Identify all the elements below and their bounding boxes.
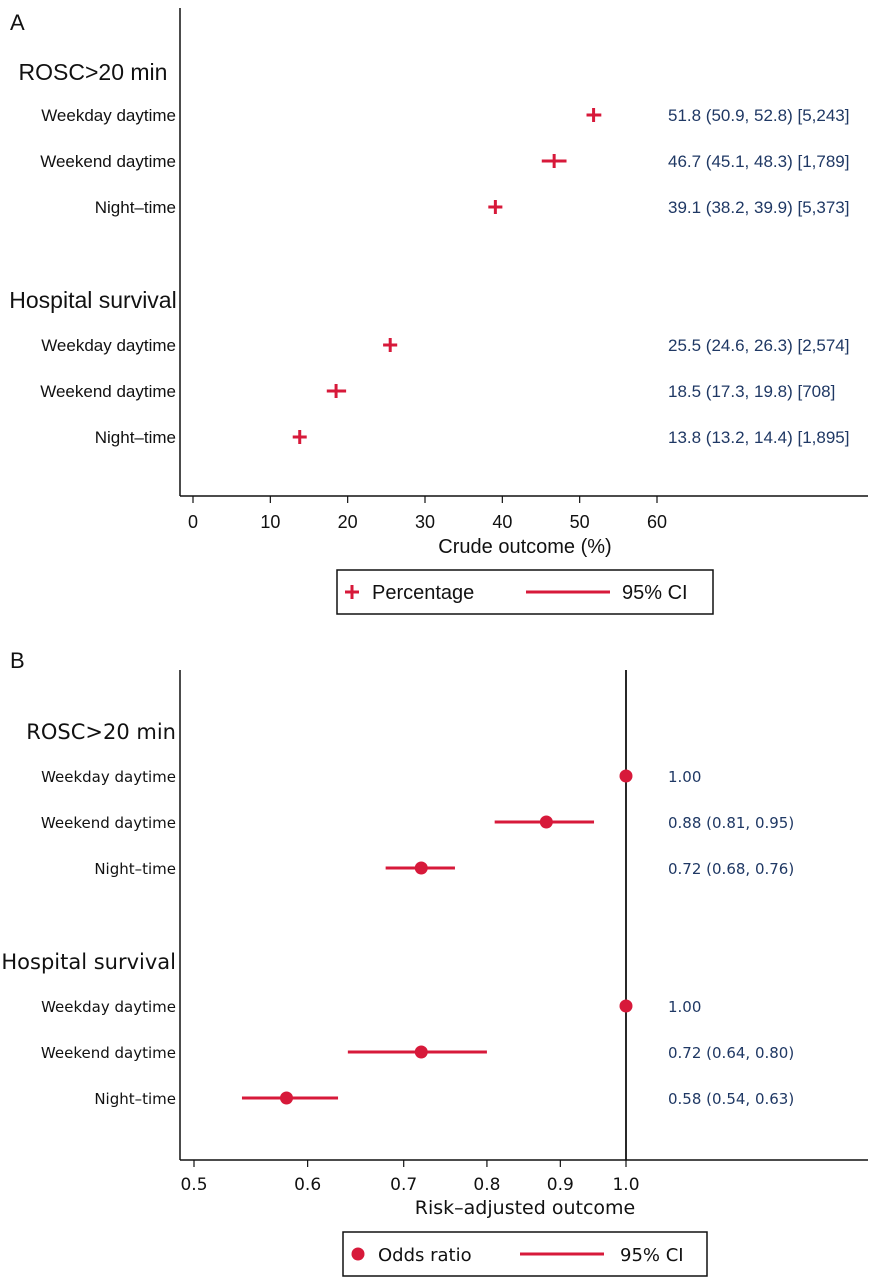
- row-label: Night–time: [94, 860, 176, 878]
- x-tick-label: 0.6: [294, 1175, 321, 1195]
- x-tick-label: 10: [260, 512, 280, 532]
- row-label: Weekend daytime: [41, 1044, 176, 1062]
- row-label: Weekday daytime: [41, 768, 176, 786]
- estimate-text: 51.8 (50.9, 52.8) [5,243]: [668, 106, 849, 125]
- group-heading: ROSC>20 min: [26, 720, 176, 744]
- point-marker: [280, 1091, 294, 1105]
- x-tick-label: 0.8: [473, 1175, 500, 1195]
- row-label: Night–time: [95, 198, 176, 217]
- x-tick-label: 50: [570, 512, 590, 532]
- row-label: Weekend daytime: [40, 152, 176, 171]
- estimate-text: 1.00: [668, 768, 701, 786]
- x-tick-label: 30: [415, 512, 435, 532]
- point-marker: [329, 384, 344, 398]
- row-label: Weekday daytime: [41, 336, 176, 355]
- legend-ci-label: 95% CI: [622, 582, 688, 604]
- row-label: Night–time: [95, 428, 176, 447]
- estimate-text: 0.72 (0.68, 0.76): [668, 860, 794, 878]
- panel-a: A 0 10 20 30 40 50 60 Crude outcome (%) ROSC>20 m…: [9, 8, 868, 615]
- estimate-text: 1.00: [668, 998, 701, 1016]
- estimate-text: 39.1 (38.2, 39.9) [5,373]: [668, 198, 849, 217]
- estimate-text: 25.5 (24.6, 26.3) [2,574]: [668, 336, 849, 355]
- row-label: Weekday daytime: [41, 106, 176, 125]
- x-tick-label: 20: [338, 512, 358, 532]
- legend-ci-label: 95% CI: [620, 1245, 684, 1266]
- x-tick-label: 1.0: [612, 1175, 639, 1195]
- estimate-text: 13.8 (13.2, 14.4) [1,895]: [668, 428, 849, 447]
- panel-label: B: [10, 648, 25, 673]
- panel-label: A: [10, 10, 25, 35]
- x-tick-label: 0.5: [180, 1175, 207, 1195]
- legend-box: [336, 569, 714, 615]
- row-label: Weekday daytime: [41, 998, 176, 1016]
- x-tick-label: 40: [492, 512, 512, 532]
- point-marker: [619, 999, 633, 1013]
- legend-marker-label: Odds ratio: [378, 1245, 472, 1266]
- group-heading: Hospital survival: [1, 950, 176, 974]
- estimate-text: 18.5 (17.3, 19.8) [708]: [668, 382, 835, 401]
- point-marker: [414, 861, 428, 875]
- x-axis-title: Crude outcome (%): [438, 536, 611, 558]
- point-marker: [619, 769, 633, 783]
- estimate-text: 0.88 (0.81, 0.95): [668, 814, 794, 832]
- x-tick-label: 0.9: [547, 1175, 574, 1195]
- legend: Percentage 95% CI: [336, 569, 714, 615]
- estimate-text: 0.72 (0.64, 0.80): [668, 1044, 794, 1062]
- x-tick-label: 0: [188, 512, 198, 532]
- point-marker: [586, 108, 601, 122]
- row-label: Weekend daytime: [40, 382, 176, 401]
- legend-marker: [351, 1247, 365, 1261]
- point-marker: [539, 815, 553, 829]
- x-axis-title: Risk–adjusted outcome: [415, 1197, 635, 1219]
- row-label: Night–time: [94, 1090, 176, 1108]
- point-marker: [292, 430, 307, 444]
- row-label: Weekend daytime: [41, 814, 176, 832]
- estimate-text: 0.58 (0.54, 0.63): [668, 1090, 794, 1108]
- point-marker: [383, 338, 398, 352]
- point-marker: [414, 1045, 428, 1059]
- legend-marker: [345, 585, 359, 599]
- group-heading: ROSC>20 min: [19, 59, 168, 85]
- x-tick-label: 60: [647, 512, 667, 532]
- group-heading: Hospital survival: [9, 287, 176, 313]
- estimate-text: 46.7 (45.1, 48.3) [1,789]: [668, 152, 849, 171]
- legend-marker-label: Percentage: [372, 582, 474, 604]
- point-marker: [547, 154, 562, 168]
- x-tick-label: 0.7: [390, 1175, 417, 1195]
- legend: Odds ratio 95% CI: [342, 1231, 708, 1277]
- point-marker: [488, 200, 503, 214]
